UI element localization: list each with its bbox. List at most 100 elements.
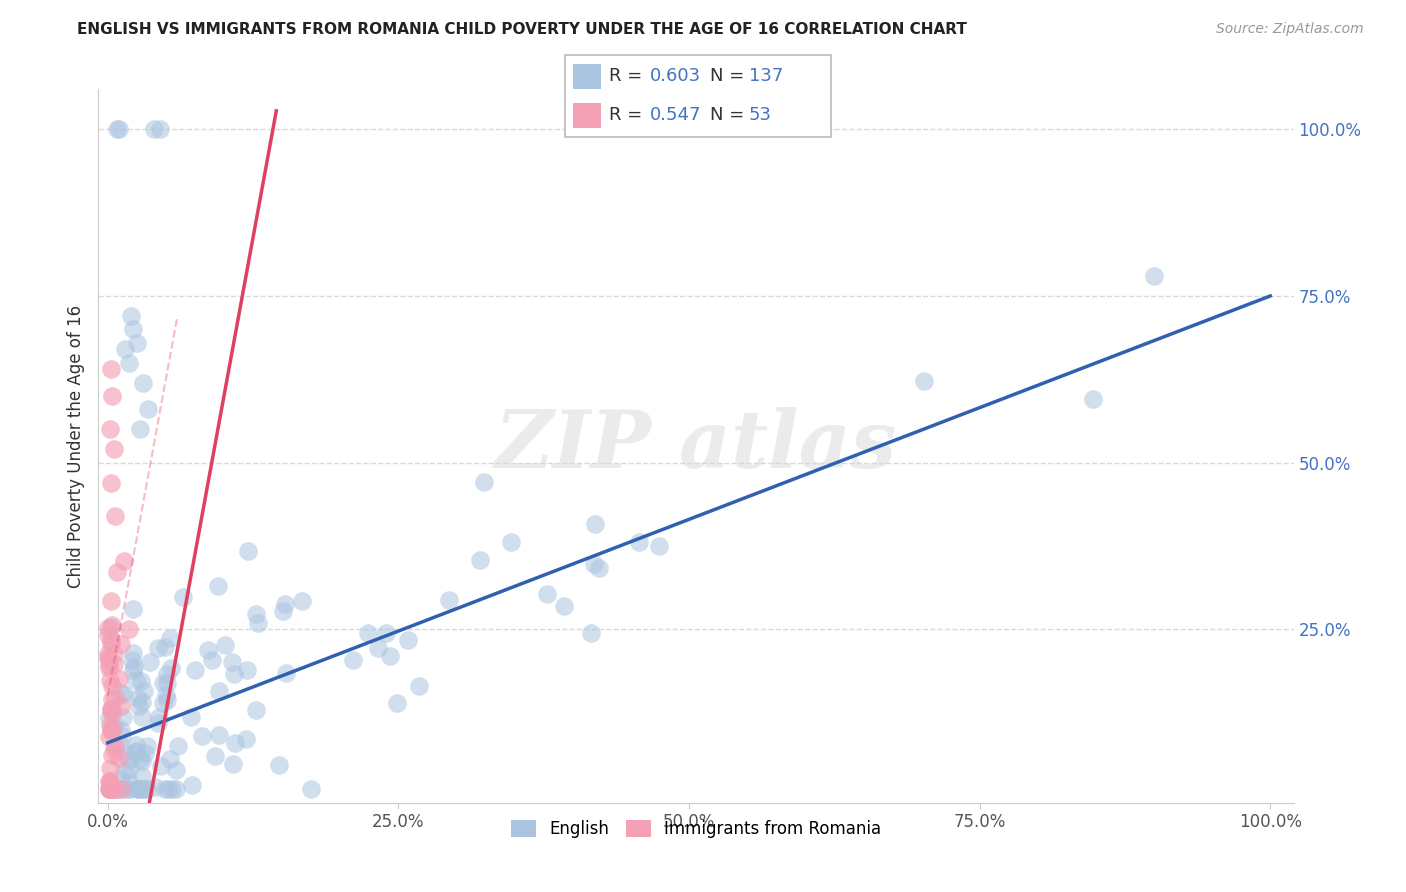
- Point: [101, 747, 124, 762]
- Point: [114, 747, 136, 761]
- Point: [98, 773, 121, 788]
- Point: [159, 631, 181, 645]
- Point: [97, 628, 120, 642]
- Point: [111, 710, 134, 724]
- Point: [125, 673, 148, 687]
- Point: [100, 475, 122, 490]
- Point: [236, 544, 259, 558]
- Point: [104, 509, 127, 524]
- Point: [153, 782, 176, 797]
- Point: [101, 782, 124, 797]
- Point: [132, 684, 155, 698]
- Point: [148, 710, 170, 724]
- Point: [146, 715, 169, 730]
- Point: [110, 782, 132, 797]
- Point: [224, 736, 246, 750]
- Point: [101, 679, 124, 693]
- Point: [112, 687, 135, 701]
- Point: [367, 640, 389, 655]
- Point: [111, 782, 134, 797]
- Point: [100, 782, 122, 797]
- Point: [152, 675, 174, 690]
- Y-axis label: Child Poverty Under the Age of 16: Child Poverty Under the Age of 16: [66, 304, 84, 588]
- Point: [108, 772, 131, 787]
- Point: [583, 557, 606, 571]
- Point: [167, 739, 190, 754]
- Point: [101, 389, 124, 403]
- Point: [155, 688, 177, 702]
- Point: [97, 652, 120, 666]
- Point: [100, 594, 122, 608]
- Point: [98, 657, 121, 672]
- Text: 137: 137: [749, 68, 783, 86]
- Point: [100, 723, 122, 737]
- Point: [127, 691, 149, 706]
- Point: [110, 723, 132, 737]
- Point: [117, 356, 139, 370]
- Point: [103, 657, 125, 671]
- Point: [159, 751, 181, 765]
- Point: [374, 626, 396, 640]
- Point: [98, 782, 121, 797]
- Point: [162, 782, 184, 797]
- Point: [124, 745, 146, 759]
- Point: [98, 422, 121, 436]
- Point: [647, 539, 669, 553]
- Point: [131, 695, 153, 709]
- Point: [101, 782, 124, 797]
- Point: [118, 782, 141, 797]
- Point: [499, 535, 522, 549]
- Point: [127, 782, 149, 797]
- FancyBboxPatch shape: [565, 55, 831, 136]
- Text: R =: R =: [609, 68, 648, 86]
- Point: [191, 729, 214, 743]
- Point: [1143, 268, 1166, 283]
- Point: [118, 753, 141, 767]
- Point: [208, 728, 231, 742]
- Point: [468, 553, 491, 567]
- Point: [112, 554, 135, 568]
- Point: [98, 661, 121, 675]
- Bar: [574, 63, 600, 89]
- Point: [97, 621, 120, 635]
- Point: [100, 703, 122, 717]
- Point: [585, 516, 607, 531]
- Point: [129, 674, 152, 689]
- Point: [103, 742, 125, 756]
- Point: [103, 647, 125, 661]
- Text: Source: ZipAtlas.com: Source: ZipAtlas.com: [1216, 22, 1364, 37]
- Point: [98, 775, 121, 789]
- Point: [184, 663, 207, 677]
- Point: [149, 122, 172, 136]
- Point: [125, 744, 148, 758]
- Point: [385, 696, 408, 710]
- Point: [131, 755, 153, 769]
- Point: [128, 698, 150, 713]
- Point: [100, 782, 122, 797]
- Point: [299, 782, 322, 797]
- Point: [236, 663, 259, 677]
- Point: [138, 402, 160, 417]
- Point: [101, 707, 124, 722]
- Point: [131, 376, 153, 390]
- Text: ENGLISH VS IMMIGRANTS FROM ROMANIA CHILD POVERTY UNDER THE AGE OF 16 CORRELATION: ENGLISH VS IMMIGRANTS FROM ROMANIA CHILD…: [77, 22, 967, 37]
- Point: [156, 782, 179, 797]
- Point: [207, 579, 229, 593]
- Point: [125, 738, 148, 752]
- Point: [122, 660, 145, 674]
- Point: [110, 637, 132, 651]
- Point: [152, 696, 174, 710]
- Point: [235, 732, 257, 747]
- Point: [135, 782, 157, 797]
- Point: [204, 748, 226, 763]
- Point: [100, 723, 122, 738]
- Point: [912, 374, 935, 388]
- Point: [588, 561, 610, 575]
- Point: [159, 661, 181, 675]
- Point: [129, 782, 152, 797]
- Point: [357, 626, 380, 640]
- Point: [153, 640, 176, 654]
- Point: [136, 739, 159, 753]
- Point: [267, 758, 290, 772]
- Point: [129, 752, 152, 766]
